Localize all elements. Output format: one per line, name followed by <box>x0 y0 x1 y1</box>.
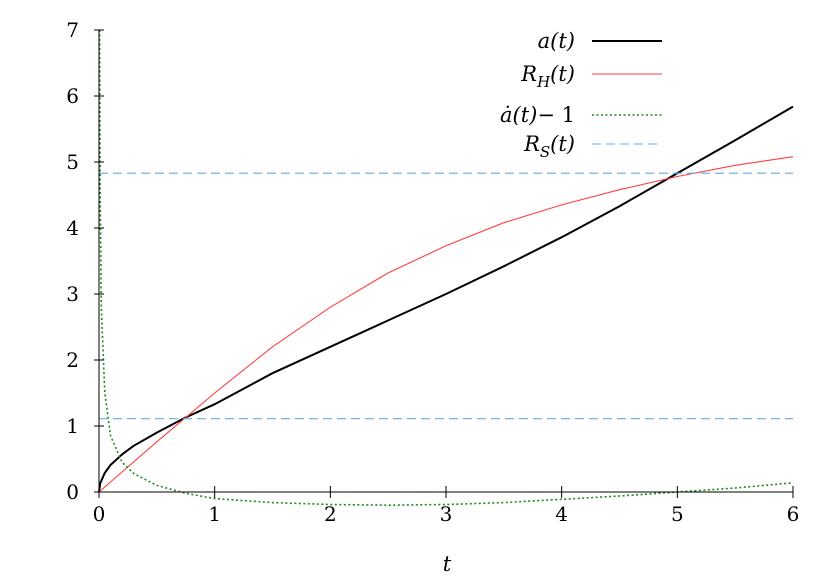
series-layer <box>98 29 794 507</box>
legend-label-0: a(t) <box>538 29 575 53</box>
y-tick-label-3: 3 <box>66 282 79 306</box>
legend-label-3: RS(t) <box>523 132 575 161</box>
series-line-2 <box>98 29 794 507</box>
series-line-0 <box>98 105 794 493</box>
x-tick-label-4: 4 <box>555 502 568 526</box>
y-tick-label-4: 4 <box>66 216 79 240</box>
axes-layer: 0 1 2 3 4 5 6 0 1 2 3 4 5 6 7 t <box>66 18 799 576</box>
y-tick-label-7: 7 <box>66 18 79 42</box>
x-tick-label-2: 2 <box>324 502 337 526</box>
y-tick-label-0: 0 <box>66 480 79 504</box>
legend-label-1: RH(t) <box>520 62 575 91</box>
y-tick-label-2: 2 <box>66 348 79 372</box>
x-tick-label-0: 0 <box>93 502 106 526</box>
legend-label-2: ȧ(t)− 1 <box>500 103 575 127</box>
y-tick-label-5: 5 <box>66 150 79 174</box>
y-tick-label-1: 1 <box>66 414 79 438</box>
legend: a(t) RH(t) ȧ(t)− 1 RS(t) <box>500 29 662 161</box>
y-tick-label-6: 6 <box>66 84 79 108</box>
x-tick-label-5: 5 <box>671 502 684 526</box>
x-tick-label-6: 6 <box>787 502 800 526</box>
x-tick-label-1: 1 <box>208 502 221 526</box>
x-axis-title: t <box>443 552 452 576</box>
series-line-1 <box>98 156 794 493</box>
x-tick-label-3: 3 <box>440 502 453 526</box>
